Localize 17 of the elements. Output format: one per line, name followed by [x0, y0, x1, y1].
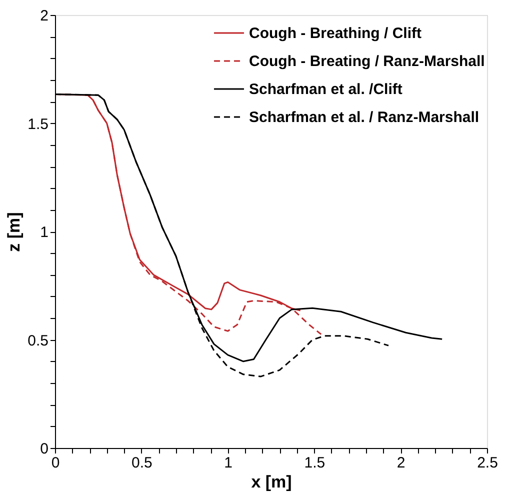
y-tick-label: 1.5 [28, 116, 48, 133]
y-tick-label: 2 [40, 8, 48, 24]
legend-label: Cough - Breathing / Clift [249, 25, 422, 42]
x-tick-label: 1.5 [304, 454, 326, 472]
y-tick-label: 0.5 [28, 332, 48, 350]
legend-label: Scharfman et al. /Clift [249, 81, 402, 98]
x-tick-label: 2.5 [477, 454, 498, 472]
x-tick-label: 1 [224, 454, 232, 472]
legend-label: Cough - Breating / Ranz-Marshall [249, 53, 485, 70]
x-tick-label: 2 [396, 454, 406, 472]
y-tick-label: 1 [40, 224, 48, 241]
x-tick-label: 0 [51, 454, 60, 472]
y-tick-label: 0 [40, 440, 48, 458]
x-axis-title: x [m] [251, 472, 292, 492]
legend-label: Scharfman et al. / Ranz-Marshall [249, 109, 480, 126]
x-tick-label: 0.5 [131, 454, 152, 472]
y-axis-title: z [m] [4, 212, 24, 252]
